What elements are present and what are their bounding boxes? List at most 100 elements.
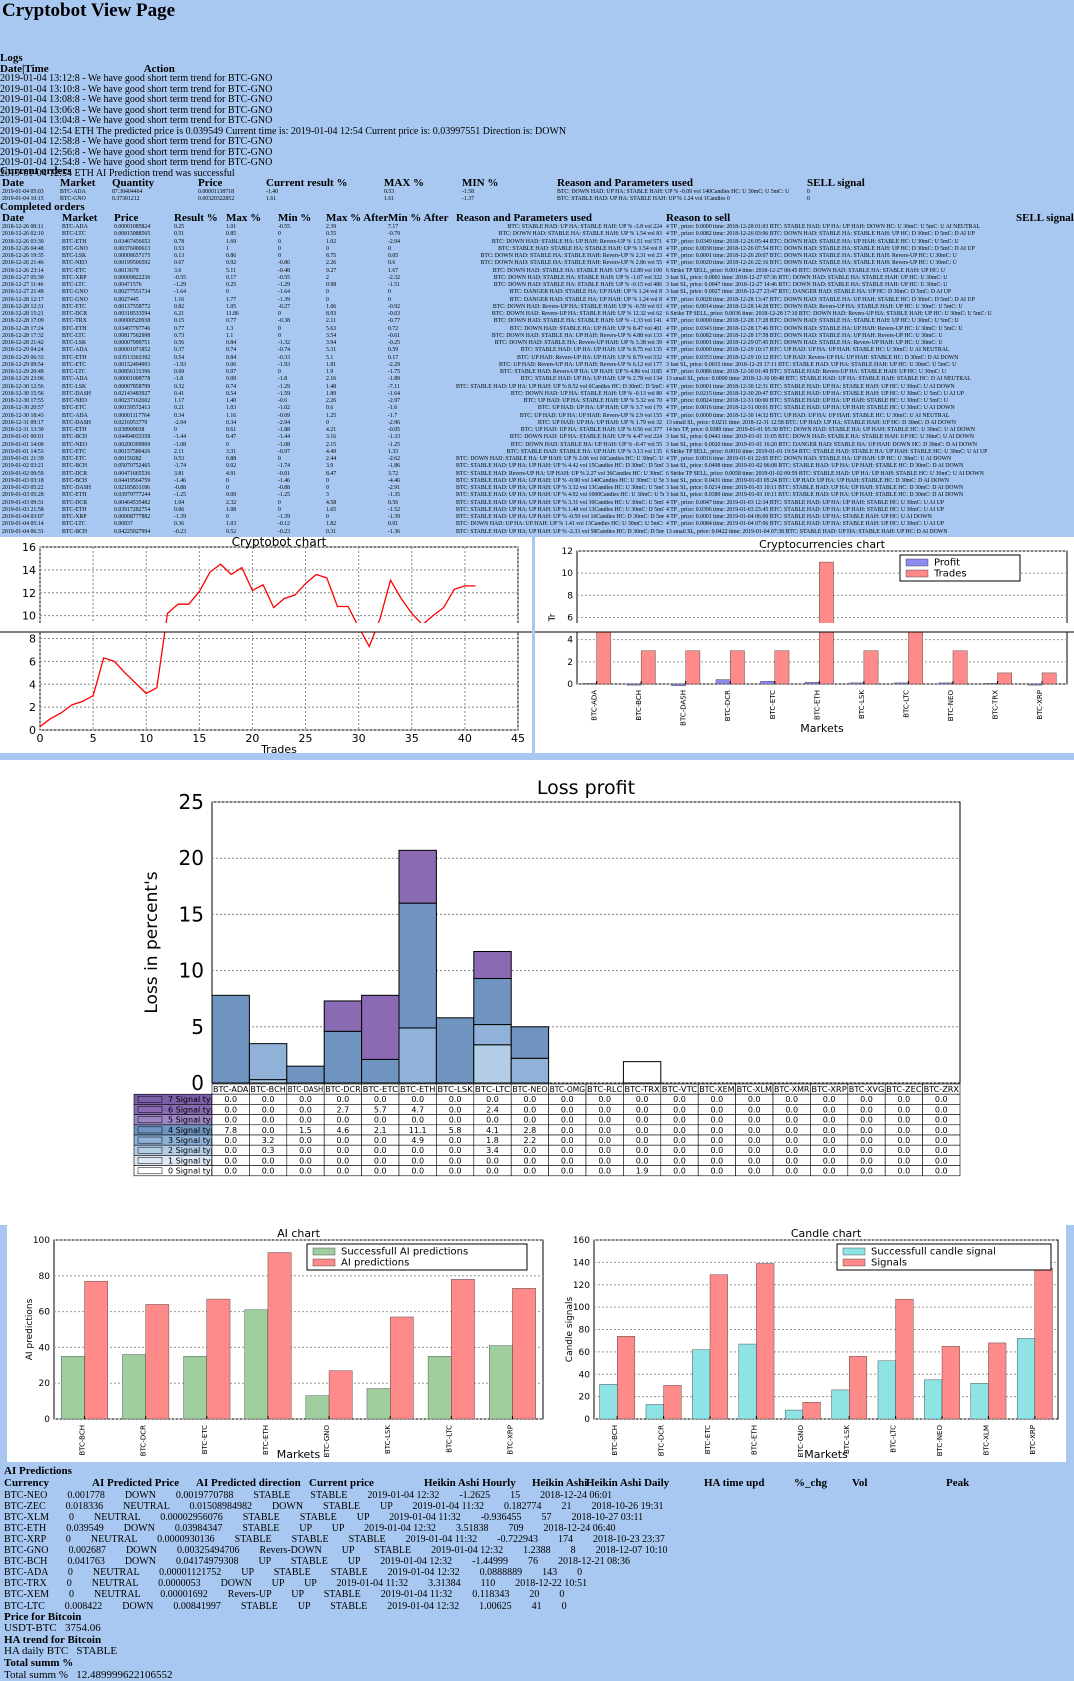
y-tick-label: 12 <box>22 587 36 600</box>
table-value: 0.0 <box>561 1156 574 1165</box>
table-cell: -0.74 <box>276 347 324 354</box>
bar <box>756 1263 774 1419</box>
ai-prediction-row: BTC-LTC 0.008422 DOWN 0.00841997 STABLE … <box>4 1601 1070 1612</box>
legend-label: Profit <box>934 558 960 569</box>
table-value: 0.0 <box>598 1167 611 1176</box>
table-cell: 3.16 <box>324 434 386 441</box>
table-cell: 4 TP , price: 0.0028 time: 2018-12-28 13… <box>664 297 1014 304</box>
price-btc-row: USDT-BTC 3754.06 <box>4 1623 1074 1635</box>
ai-prediction-row: BTC-ETH 0.039549 DOWN 0.03984347 STABLE … <box>4 1523 1070 1534</box>
bar <box>61 1356 84 1419</box>
table-cell: -1.35 <box>386 492 454 499</box>
table-cell: BTC: DOWN HAD: STABLE HA: UP HAH: Revers… <box>454 333 664 340</box>
table-cell: 0 <box>224 485 276 492</box>
table-cell: BTC-LTC <box>60 333 112 340</box>
bar <box>512 1288 535 1419</box>
bar <box>428 1356 451 1419</box>
bar <box>600 1384 618 1419</box>
table-cell: -1.64 <box>172 289 224 296</box>
stacked-bar <box>399 1028 436 1083</box>
table-cell: 8.93 <box>324 311 386 318</box>
table-cell: 4 TP , price: 0.0349 time: 2018-12-26 05… <box>664 239 1014 246</box>
table-cell: BTC: UP HAD: Revers-UP HA: UP HAH: UP % … <box>454 355 664 362</box>
table-cell: 0.00320322852 <box>196 196 264 203</box>
table-cell: BTC: DANGER HAD: STABLE HA: UP HAH: UP %… <box>454 297 664 304</box>
table-cell: 0.55 <box>324 231 386 238</box>
table-cell: 2018-12-26 00:11 <box>0 224 60 231</box>
table-value: 0.0 <box>673 1105 686 1114</box>
table-value: 0.0 <box>673 1146 686 1155</box>
table-cell: 2.11 <box>172 449 224 456</box>
column-header: SELL signal <box>1014 212 1074 224</box>
table-value: 0.0 <box>898 1167 911 1176</box>
stacked-bar <box>362 995 399 1059</box>
table-value: 0.0 <box>374 1146 387 1155</box>
table-cell: 0.038909038 <box>112 427 172 434</box>
table-value: 0.0 <box>935 1136 948 1145</box>
table-cell: 0.97 <box>224 369 276 376</box>
table-cell: -0.55 <box>276 275 324 282</box>
table-cell: BTC: STABLE HAD: UP HA: UP HAH: UP % 8.7… <box>454 347 664 354</box>
table-cell: 2018-12-29 04:24 <box>0 347 60 354</box>
category-label: BTC-ZRX <box>924 1085 960 1094</box>
table-cell: BTC: STABLE HAD: UP HA: UP HAH: UP % -0.… <box>454 514 664 521</box>
table-value: 0.0 <box>561 1095 574 1104</box>
x-axis-label: Markets <box>804 1448 848 1461</box>
y-tick-label: 0 <box>567 680 573 690</box>
table-cell: -4.46 <box>386 478 454 485</box>
bar <box>627 684 641 685</box>
category-label: BTC-XMR <box>774 1085 810 1094</box>
bar <box>878 1361 896 1419</box>
table-value: 1.5 <box>299 1126 312 1135</box>
table-cell: 1.89 <box>324 391 386 398</box>
price-btc-heading: Price for Bitcoin <box>4 1612 1074 1624</box>
table-cell <box>1014 268 1074 275</box>
table-cell: BTC-ADA <box>60 413 112 420</box>
table-cell: 0.36 <box>172 521 224 528</box>
table-cell: -2.96 <box>386 420 454 427</box>
table-cell: 4 TP , price: 0.0001 time: 2018-12-29 07… <box>664 340 1014 347</box>
ai-predictions-rows: BTC-NEO 0.001778 DOWN 0.0019770788 STABL… <box>4 1490 1074 1612</box>
y-tick-label: 20 <box>179 846 204 870</box>
x-tick-label: BTC-NEO <box>936 1425 944 1457</box>
table-cell <box>1014 463 1074 470</box>
table-value: 0.0 <box>561 1167 574 1176</box>
table-value: 0.0 <box>449 1167 462 1176</box>
table-cell: BTC-DCR <box>60 500 112 507</box>
table-cell: 0.00007858799 <box>112 384 172 391</box>
table-cell: 0 <box>805 189 1000 196</box>
table-cell: 2018-12-28 12:17 <box>0 297 60 304</box>
table-value: 0.0 <box>935 1146 948 1155</box>
table-cell: BTC: STABLE HAD: UP HA: UP HAH: UP % -2.… <box>454 529 664 536</box>
table-cell: 2019-01-01 00:01 <box>0 434 60 441</box>
table-cell: 0.21 <box>172 405 224 412</box>
table-value: 0.0 <box>898 1105 911 1114</box>
bar <box>329 1371 352 1419</box>
table-cell: 0.31 <box>324 529 386 536</box>
y-tick-label: 0 <box>191 1071 204 1095</box>
table-value: 0.0 <box>561 1116 574 1125</box>
table-cell: 0.00318533594 <box>112 311 172 318</box>
x-tick-label: BTC-NEO <box>947 690 955 722</box>
table-cell: BTC-ETH <box>60 326 112 333</box>
table-cell: 2019-01-02 09:59 <box>0 471 60 478</box>
log-entry: 2019-01-04 12:54:8 - We have good short … <box>0 158 1070 169</box>
table-cell: -1.46 <box>276 478 324 485</box>
table-value: 5.7 <box>374 1105 387 1114</box>
y-tick-label: 12 <box>562 547 573 557</box>
table-cell: BTC: DOWN HAD: STABLE HA: STABLE HAH: UP… <box>454 318 664 325</box>
table-cell: 0.00007999751 <box>112 340 172 347</box>
table-cell: 4.49 <box>324 449 386 456</box>
table-cell: -1.7 <box>386 413 454 420</box>
table-value: 0.0 <box>748 1156 761 1165</box>
table-cell: 0 <box>805 196 1000 203</box>
table-cell: BTC-DASH <box>60 420 112 427</box>
table-cell: 4 TP , price: 0.0001 time: 2018-12-26 20… <box>664 253 1014 260</box>
